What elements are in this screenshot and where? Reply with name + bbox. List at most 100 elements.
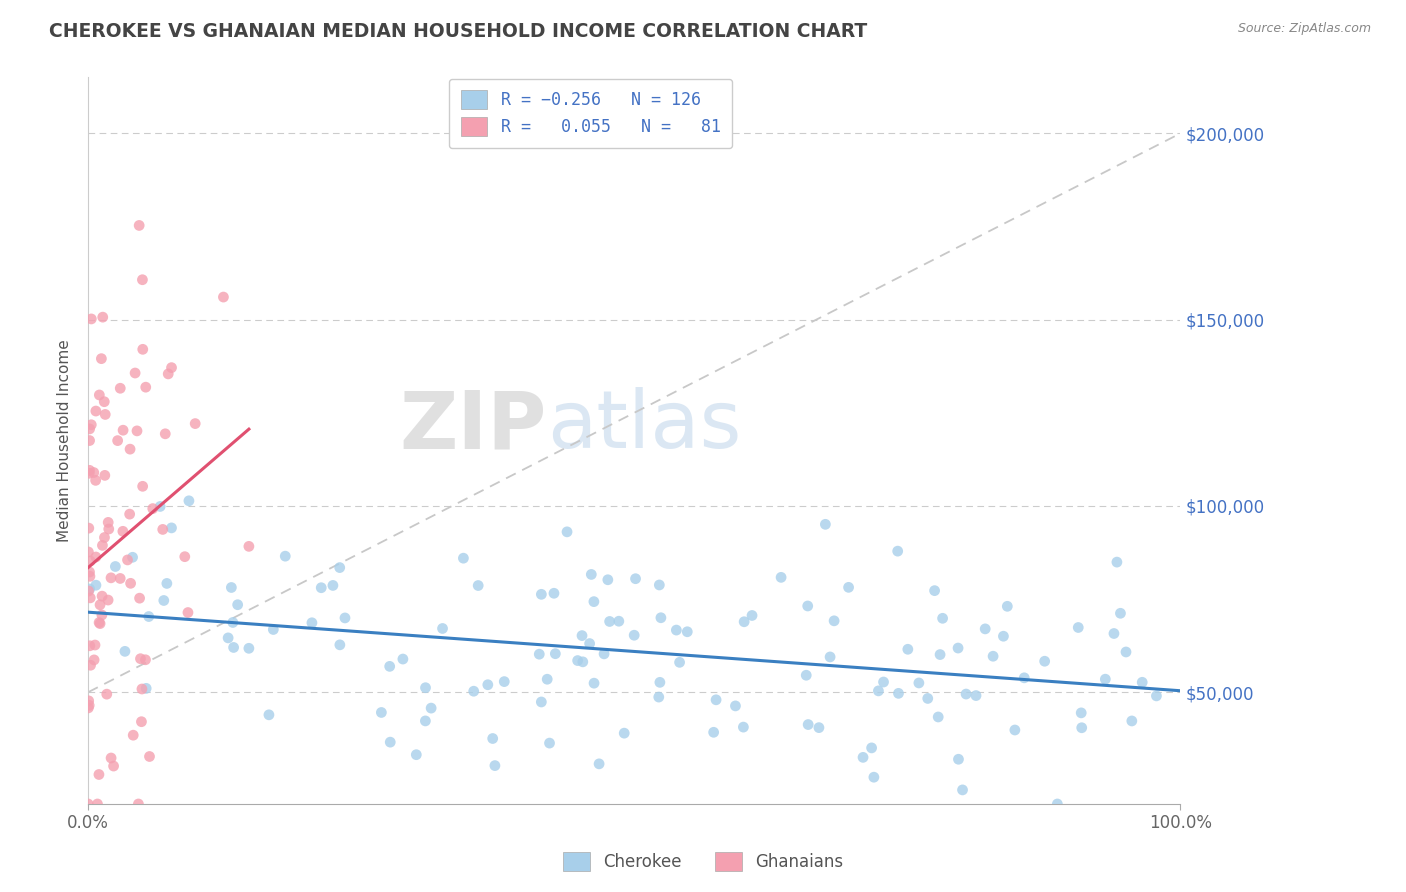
Point (120, 576, 142, 591)
Point (420, 701, 443, 715)
Point (477, 678, 499, 692)
Point (588, 756, 610, 771)
Point (1012, 671, 1035, 685)
Point (770, 570, 793, 584)
Point (138, 749, 160, 764)
Point (917, 691, 939, 706)
Point (122, 728, 145, 742)
Point (1121, 714, 1143, 728)
Point (125, 424, 148, 438)
Point (392, 652, 415, 666)
Point (703, 725, 725, 739)
Point (110, 381, 132, 395)
Text: atlas: atlas (547, 387, 741, 466)
Point (83, 466, 105, 480)
Point (77, 797, 100, 811)
Point (1105, 555, 1128, 569)
Point (274, 549, 297, 564)
Point (107, 434, 129, 448)
Point (90, 607, 112, 622)
Point (607, 614, 630, 628)
Point (538, 736, 561, 750)
Point (79, 467, 101, 481)
Point (177, 493, 200, 508)
Point (152, 523, 174, 537)
Point (329, 560, 352, 574)
Point (868, 684, 890, 698)
Point (91, 538, 114, 552)
Point (90, 351, 112, 366)
Point (212, 290, 235, 304)
Point (94, 468, 117, 483)
Point (124, 366, 146, 380)
Legend: R = −0.256   N = 126, R =   0.055   N =   81: R = −0.256 N = 126, R = 0.055 N = 81 (449, 78, 733, 148)
Point (87, 767, 110, 781)
Point (1046, 797, 1069, 811)
Point (79, 639, 101, 653)
Point (309, 581, 332, 595)
Point (823, 614, 845, 628)
Point (668, 656, 690, 670)
Point (89, 616, 111, 631)
Point (484, 758, 506, 772)
Point (1094, 672, 1116, 686)
Point (581, 567, 603, 582)
Point (818, 649, 841, 664)
Point (948, 752, 970, 766)
Point (955, 687, 977, 701)
Point (89, 388, 111, 402)
Point (89, 598, 111, 612)
Point (97, 516, 120, 530)
Point (80, 312, 103, 326)
Text: Source: ZipAtlas.com: Source: ZipAtlas.com (1237, 22, 1371, 36)
Point (84, 404, 107, 418)
Point (86, 797, 108, 811)
Point (257, 707, 280, 722)
Point (974, 622, 997, 636)
Point (665, 623, 688, 637)
Point (995, 599, 1018, 614)
Point (262, 623, 284, 637)
Point (84, 578, 107, 592)
Point (173, 549, 195, 564)
Point (152, 593, 174, 607)
Legend: Cherokee, Ghanaians: Cherokee, Ghanaians (555, 843, 851, 880)
Point (135, 380, 157, 394)
Point (111, 524, 134, 539)
Point (929, 648, 952, 662)
Point (131, 714, 153, 729)
Point (100, 751, 122, 765)
Point (131, 479, 153, 493)
Point (91, 589, 114, 603)
Point (380, 735, 402, 749)
Point (79, 569, 101, 583)
Point (128, 591, 150, 606)
Point (1130, 675, 1153, 690)
Point (132, 343, 155, 357)
Point (1109, 607, 1132, 621)
Point (96, 687, 118, 701)
Point (924, 583, 946, 598)
Point (467, 578, 489, 592)
Point (156, 576, 179, 591)
Point (1004, 723, 1026, 737)
Point (897, 642, 920, 657)
Point (370, 706, 392, 720)
Point (100, 571, 122, 585)
Point (733, 615, 755, 629)
Point (623, 628, 645, 642)
Y-axis label: Median Household Income: Median Household Income (58, 339, 72, 542)
Point (1102, 626, 1125, 640)
Point (127, 797, 149, 811)
Point (1070, 706, 1092, 720)
Point (965, 689, 987, 703)
Point (120, 442, 142, 457)
Point (221, 581, 243, 595)
Point (160, 360, 183, 375)
Point (838, 580, 860, 594)
Point (1144, 689, 1167, 703)
Point (155, 426, 177, 441)
Point (157, 367, 180, 381)
Point (378, 659, 401, 673)
Point (993, 629, 1015, 643)
